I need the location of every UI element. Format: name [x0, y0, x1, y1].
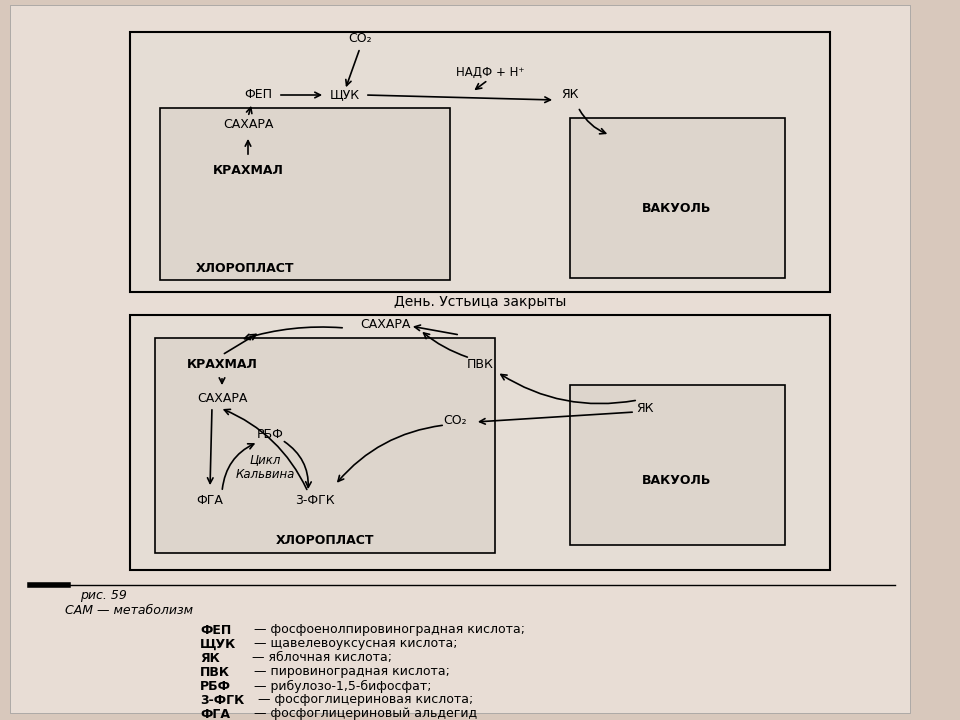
Text: ВАКУОЛЬ: ВАКУОЛЬ — [642, 474, 711, 487]
Bar — [570, 118, 785, 278]
Text: САХАРА: САХАРА — [360, 318, 410, 331]
Text: ЯК: ЯК — [562, 89, 579, 102]
Text: КРАХМАЛ: КРАХМАЛ — [186, 359, 257, 372]
Text: Кальвина: Кальвина — [235, 469, 295, 482]
Text: НАДФ + Н⁺: НАДФ + Н⁺ — [456, 66, 524, 78]
Text: ЩУК: ЩУК — [330, 89, 360, 102]
Text: ВАКУОЛЬ: ВАКУОЛЬ — [642, 202, 711, 215]
Text: САХАРА: САХАРА — [223, 119, 274, 132]
Text: — рибулозо-1,5-бифосфат;: — рибулозо-1,5-бифосфат; — [254, 680, 431, 693]
Text: День. Устьица закрыты: День. Устьица закрыты — [394, 295, 566, 309]
Bar — [155, 338, 495, 553]
Text: ПВК: ПВК — [200, 665, 230, 678]
Text: — пировиноградная кислота;: — пировиноградная кислота; — [254, 665, 450, 678]
Bar — [570, 385, 785, 545]
Text: ФЕП: ФЕП — [200, 624, 231, 636]
Text: САХАРА: САХАРА — [197, 392, 247, 405]
Text: — фосфоенолпировиноградная кислота;: — фосфоенолпировиноградная кислота; — [254, 624, 525, 636]
Text: CO₂: CO₂ — [444, 413, 467, 426]
Text: CO₂: CO₂ — [348, 32, 372, 45]
Text: ФГА: ФГА — [197, 493, 224, 506]
Text: ХЛОРОПЛАСТ: ХЛОРОПЛАСТ — [276, 534, 374, 547]
Text: САМ — метаболизм: САМ — метаболизм — [65, 603, 193, 616]
Text: рис. 59: рис. 59 — [80, 588, 127, 601]
Text: ХЛОРОПЛАСТ: ХЛОРОПЛАСТ — [196, 261, 295, 274]
Text: ФЕП: ФЕП — [244, 89, 272, 102]
Text: ЩУК: ЩУК — [200, 637, 236, 650]
Bar — [160, 108, 450, 280]
Text: — яблочная кислота;: — яблочная кислота; — [252, 652, 392, 665]
Text: РБФ: РБФ — [256, 428, 283, 441]
Text: ЯК: ЯК — [200, 652, 220, 665]
Text: РБФ: РБФ — [200, 680, 231, 693]
Text: — фосфоглицериновая кислота;: — фосфоглицериновая кислота; — [258, 693, 473, 706]
Bar — [130, 315, 830, 570]
Text: Цикл: Цикл — [250, 454, 280, 467]
Text: 3-ФГК: 3-ФГК — [295, 493, 335, 506]
Bar — [130, 32, 830, 292]
Text: — щавелевоуксусная кислота;: — щавелевоуксусная кислота; — [254, 637, 458, 650]
Text: — фосфоглицериновый альдегид: — фосфоглицериновый альдегид — [254, 708, 477, 720]
Text: ПВК: ПВК — [467, 359, 493, 372]
Text: ФГА: ФГА — [200, 708, 230, 720]
Text: ЯК: ЯК — [636, 402, 654, 415]
Text: КРАХМАЛ: КРАХМАЛ — [212, 163, 283, 176]
Text: 3-ФГК: 3-ФГК — [200, 693, 244, 706]
